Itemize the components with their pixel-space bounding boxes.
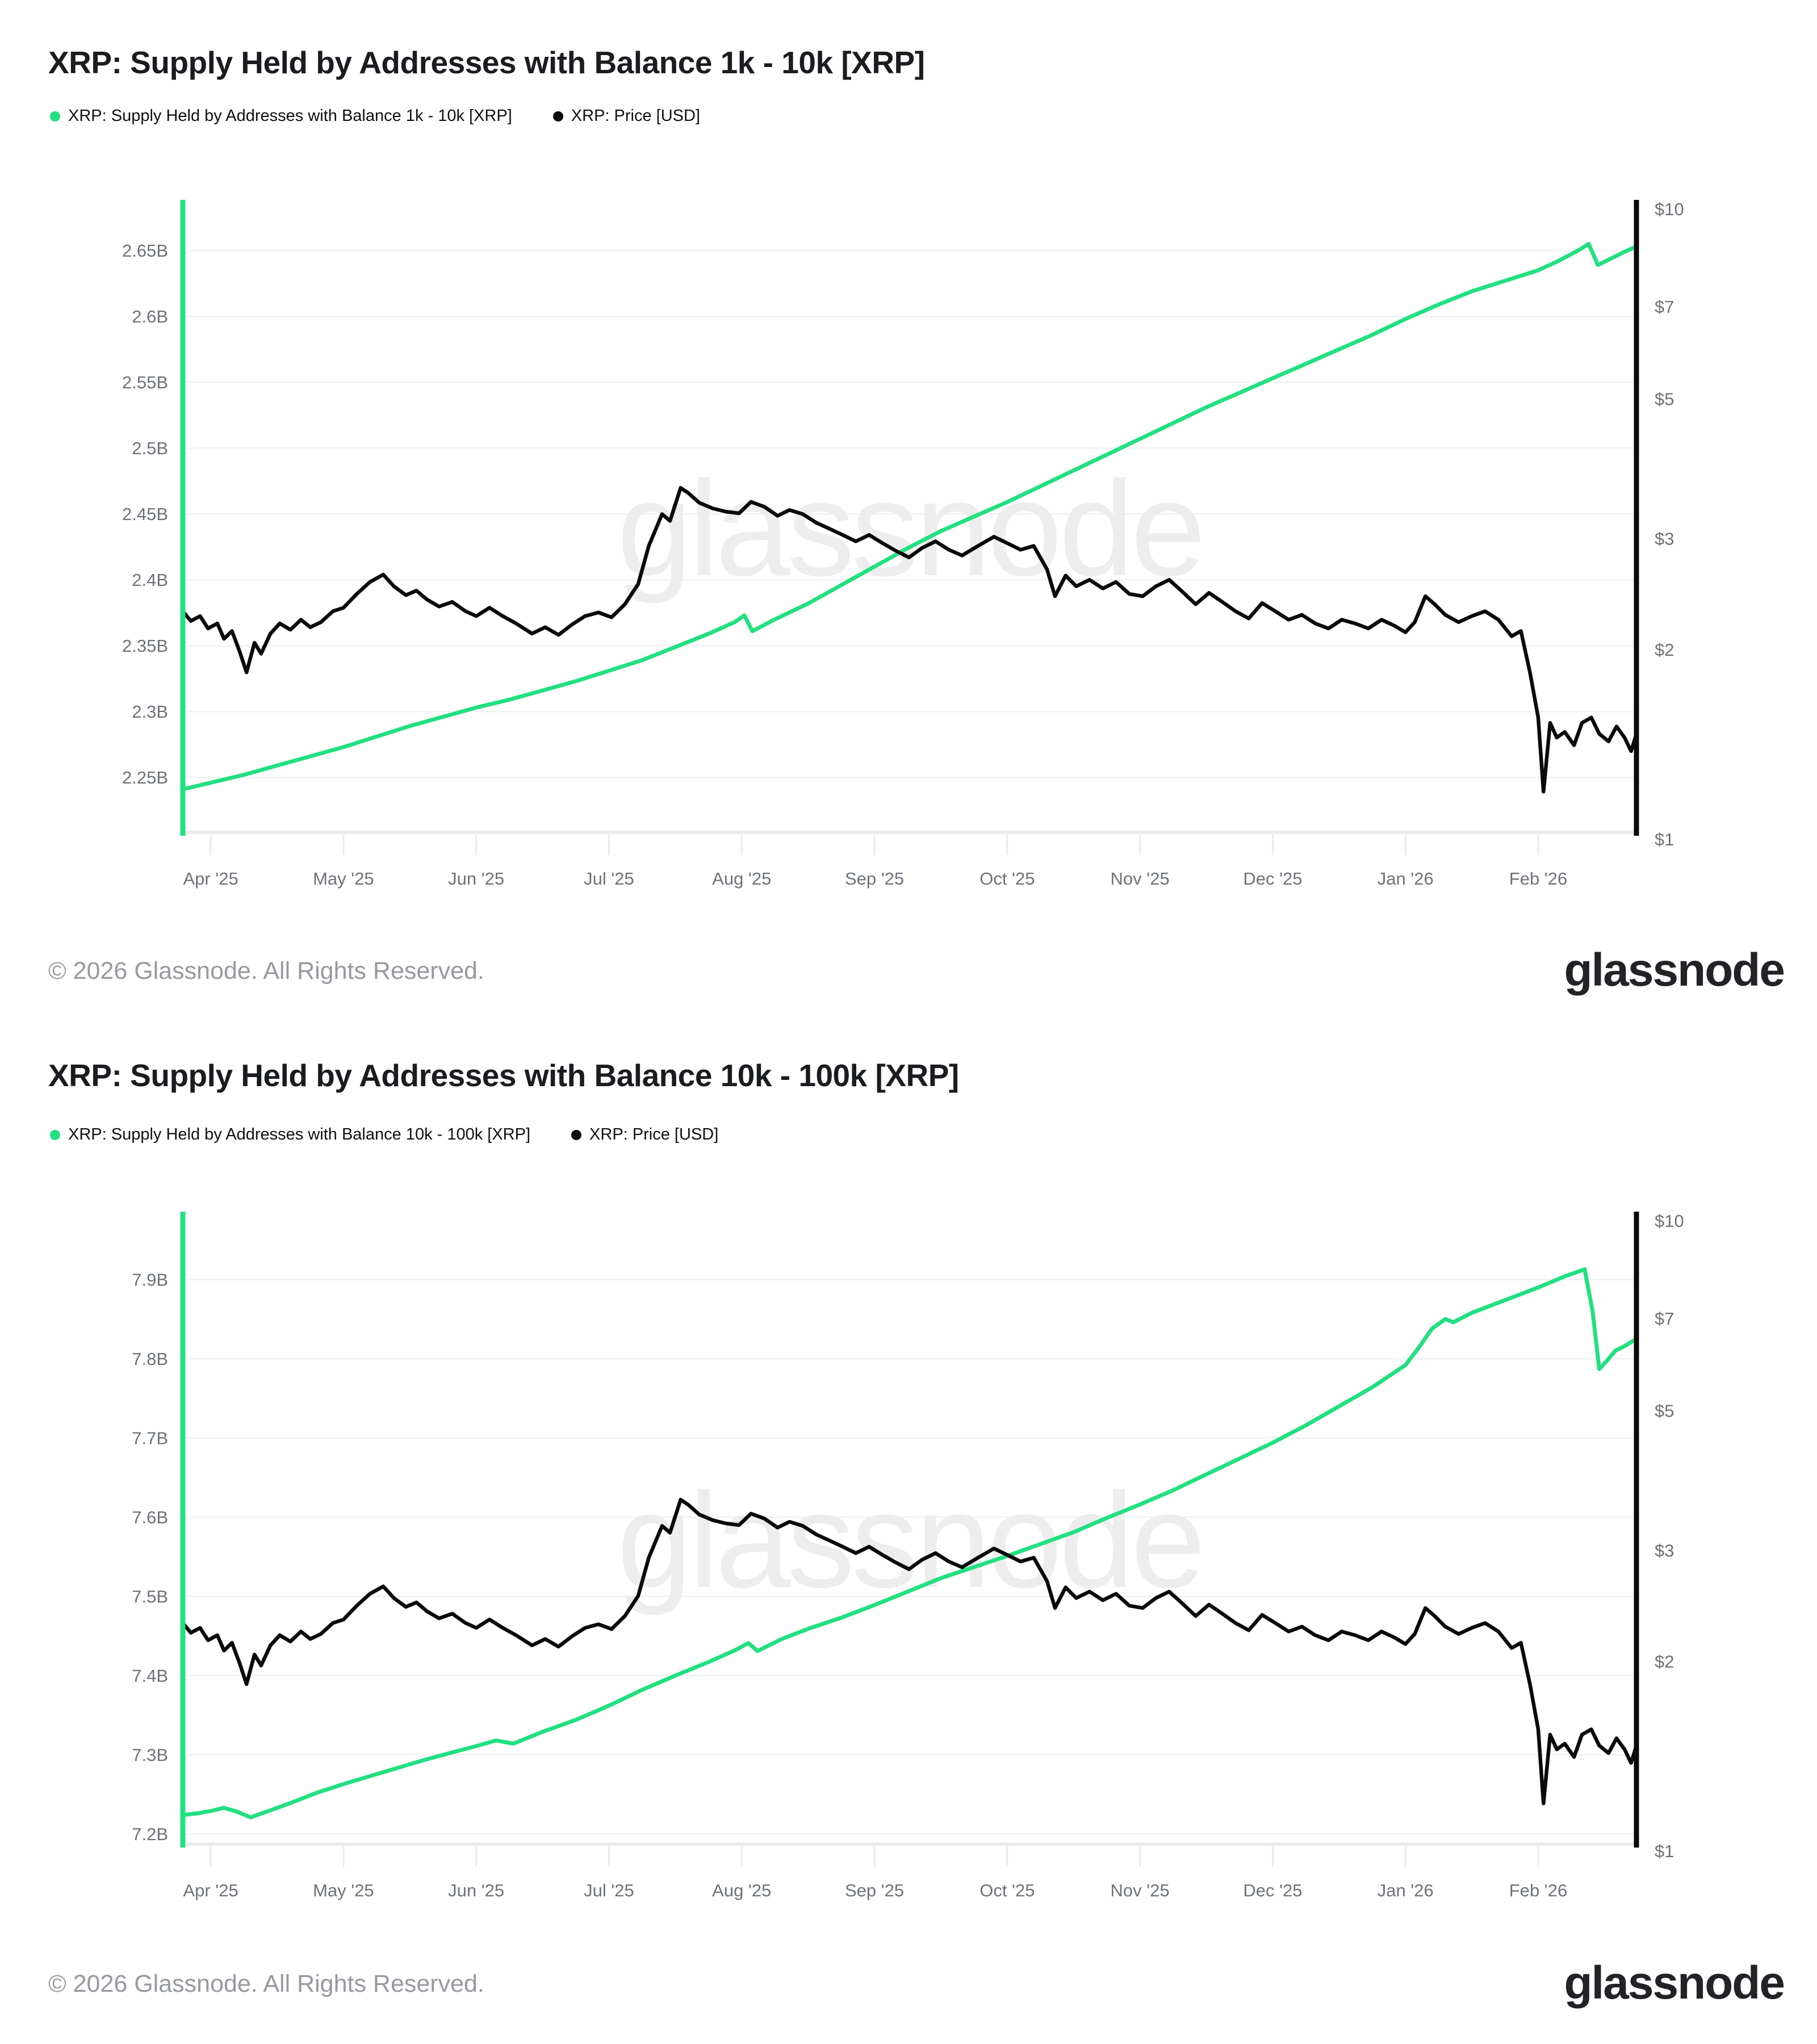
price-series-dot-icon: [571, 1129, 582, 1140]
y-left-tick-label: 2.35B: [122, 636, 168, 656]
x-tick-label: Jun '25: [448, 1880, 504, 1900]
x-tick-label: Jan '26: [1378, 869, 1434, 889]
y-left-tick-label: 2.6B: [132, 307, 168, 326]
y-left-tick-label: 2.45B: [122, 504, 168, 524]
x-tick-label: Nov '25: [1111, 1880, 1170, 1900]
chart-section-supply-10k-100k: XRP: Supply Held by Addresses with Balan…: [0, 1016, 1817, 2044]
x-tick-label: Jun '25: [448, 869, 504, 889]
legend: XRP: Supply Held by Addresses with Balan…: [50, 1125, 718, 1144]
y-right-tick-label: $2: [1655, 640, 1674, 660]
supply-series-line: [181, 1267, 1639, 1820]
y-left-tick-label: 2.65B: [122, 241, 168, 261]
supply-series-line: [181, 242, 1639, 791]
y-right-tick-label: $10: [1655, 199, 1684, 219]
y-right-tick-label: $10: [1655, 1211, 1684, 1231]
x-tick-label: Nov '25: [1111, 869, 1170, 889]
x-tick-label: Aug '25: [712, 1880, 771, 1900]
legend-label-supply: XRP: Supply Held by Addresses with Balan…: [68, 1125, 531, 1144]
x-tick-label: Feb '26: [1509, 1880, 1567, 1900]
y-right-tick-label: $1: [1655, 1841, 1674, 1861]
chart-title: XRP: Supply Held by Addresses with Balan…: [48, 45, 925, 80]
y-left-tick-label: 7.4B: [132, 1666, 168, 1686]
plot-area: Apr '25 May '25 Jun '25 Jul '25 Aug '25 Sep '…: [45, 1205, 1772, 1920]
supply-series-dot-icon: [50, 1129, 60, 1140]
glassnode-watermark: glassnode: [617, 454, 1202, 604]
legend-item-price[interactable]: XRP: Price [USD]: [552, 107, 700, 125]
legend-item-supply[interactable]: XRP: Supply Held by Addresses with Balan…: [50, 1125, 530, 1144]
chart-footer: © 2026 Glassnode. All Rights Reserved. g…: [0, 1957, 1817, 2019]
x-tick-label: Apr '25: [183, 869, 238, 889]
x-tick-label: Sep '25: [845, 869, 904, 889]
price-series-dot-icon: [552, 111, 563, 122]
y-left-tick-label: 7.6B: [132, 1507, 168, 1527]
x-tick-label: May '25: [313, 869, 374, 889]
legend-label-price: XRP: Price [USD]: [571, 107, 700, 125]
legend-label-supply: XRP: Supply Held by Addresses with Balan…: [68, 107, 512, 125]
y-left-tick-label: 7.7B: [132, 1429, 168, 1448]
x-tick-label: Jul '25: [584, 1880, 634, 1900]
legend-item-price[interactable]: XRP: Price [USD]: [571, 1125, 718, 1144]
copyright-text: © 2026 Glassnode. All Rights Reserved.: [48, 957, 484, 985]
y-left-tick-label: 2.3B: [132, 702, 168, 722]
copyright-text: © 2026 Glassnode. All Rights Reserved.: [48, 1970, 484, 1997]
supply-price-line-chart: Apr '25 May '25 Jun '25 Jul '25 Aug '25 Sep '…: [122, 199, 1684, 889]
chart-title: XRP: Supply Held by Addresses with Balan…: [48, 1058, 959, 1093]
y-left-tick-label: 7.5B: [132, 1587, 168, 1607]
legend-label-price: XRP: Price [USD]: [589, 1125, 719, 1144]
x-tick-label: Jul '25: [584, 869, 634, 889]
price-series-line: [181, 486, 1639, 794]
y-left-tick-label: 2.55B: [122, 372, 168, 392]
x-tick-label: Feb '26: [1509, 869, 1567, 889]
y-right-tick-label: $5: [1655, 389, 1674, 409]
y-right-tick-label: $1: [1655, 830, 1674, 849]
y-right-tick-label: $5: [1655, 1401, 1674, 1421]
y-right-tick-label: $3: [1655, 1541, 1674, 1561]
supply-price-line-chart: Apr '25 May '25 Jun '25 Jul '25 Aug '25 Sep '…: [132, 1211, 1684, 1900]
chart-footer: © 2026 Glassnode. All Rights Reserved. g…: [0, 944, 1817, 1006]
y-right-tick-label: $7: [1655, 297, 1674, 317]
y-left-tick-label: 7.2B: [132, 1824, 168, 1844]
supply-series-dot-icon: [50, 111, 60, 122]
chart-section-supply-1k-10k: XRP: Supply Held by Addresses with Balan…: [0, 45, 1817, 1006]
x-tick-label: Oct '25: [979, 1880, 1035, 1900]
price-series-line: [181, 1498, 1639, 1806]
x-tick-label: Jan '26: [1378, 1880, 1434, 1900]
x-tick-label: Dec '25: [1243, 869, 1302, 889]
x-tick-label: Aug '25: [712, 869, 771, 889]
y-left-tick-label: 2.5B: [132, 438, 168, 458]
plot-area: Apr '25 May '25 Jun '25 Jul '25 Aug '25 Sep '…: [45, 193, 1772, 908]
y-right-tick-label: $7: [1655, 1309, 1674, 1329]
legend: XRP: Supply Held by Addresses with Balan…: [50, 107, 700, 125]
y-right-tick-label: $2: [1655, 1652, 1674, 1672]
y-left-tick-label: 2.4B: [132, 570, 168, 590]
x-tick-label: Oct '25: [979, 869, 1035, 889]
y-right-tick-label: $3: [1655, 529, 1674, 549]
glassnode-logo: glassnode: [1564, 1957, 1785, 2009]
legend-item-supply[interactable]: XRP: Supply Held by Addresses with Balan…: [50, 107, 512, 125]
x-tick-label: Dec '25: [1243, 1880, 1302, 1900]
x-tick-label: Apr '25: [183, 1880, 238, 1900]
y-left-tick-label: 7.9B: [132, 1270, 168, 1290]
y-left-tick-label: 7.8B: [132, 1349, 168, 1369]
x-tick-label: May '25: [313, 1880, 374, 1900]
glassnode-logo: glassnode: [1564, 944, 1785, 996]
x-tick-label: Sep '25: [845, 1880, 904, 1900]
y-left-tick-label: 7.3B: [132, 1745, 168, 1765]
y-left-tick-label: 2.25B: [122, 768, 168, 788]
